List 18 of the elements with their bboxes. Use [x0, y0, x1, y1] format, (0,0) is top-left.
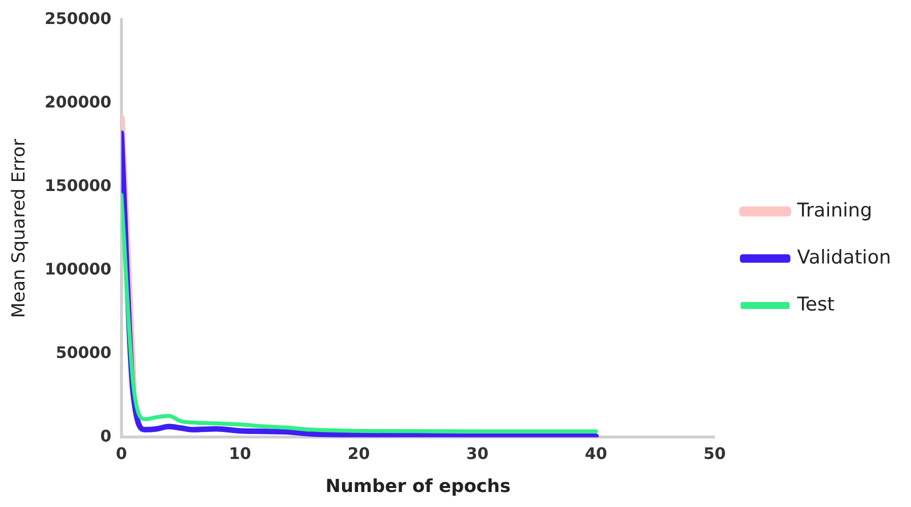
y-tick-label: 0 — [100, 426, 112, 446]
y-tick-label: 200000 — [44, 92, 112, 112]
legend-label: Training — [796, 199, 872, 222]
legend-label: Test — [796, 293, 835, 316]
x-tick-label: 0 — [116, 444, 127, 463]
x-tick-label: 20 — [348, 444, 370, 463]
x-tick-label: 30 — [466, 444, 488, 463]
y-tick-label: 150000 — [44, 176, 112, 195]
y-tick-label: 100000 — [44, 259, 112, 278]
line-series — [121, 192, 598, 434]
legend-label: Validation — [797, 246, 892, 268]
y-tick-label: 250000 — [44, 8, 112, 28]
y-axis-title: Mean Squared Error — [8, 138, 30, 318]
y-tick-label: 50000 — [56, 342, 112, 362]
x-tick-label: 40 — [584, 444, 608, 463]
x-tick-label: 50 — [704, 444, 726, 463]
x-tick-label: 10 — [228, 444, 252, 463]
x-axis-title: Number of epochs — [326, 476, 511, 497]
